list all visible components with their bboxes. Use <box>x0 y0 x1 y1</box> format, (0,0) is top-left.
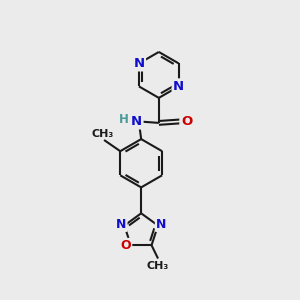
Text: N: N <box>131 115 142 128</box>
Text: N: N <box>134 57 145 70</box>
Text: CH₃: CH₃ <box>92 128 114 139</box>
Text: N: N <box>156 218 167 230</box>
Text: CH₃: CH₃ <box>147 262 169 272</box>
Text: N: N <box>116 218 126 230</box>
Text: O: O <box>181 115 192 128</box>
Text: H: H <box>118 112 128 126</box>
Text: N: N <box>173 80 184 93</box>
Text: O: O <box>120 239 131 252</box>
